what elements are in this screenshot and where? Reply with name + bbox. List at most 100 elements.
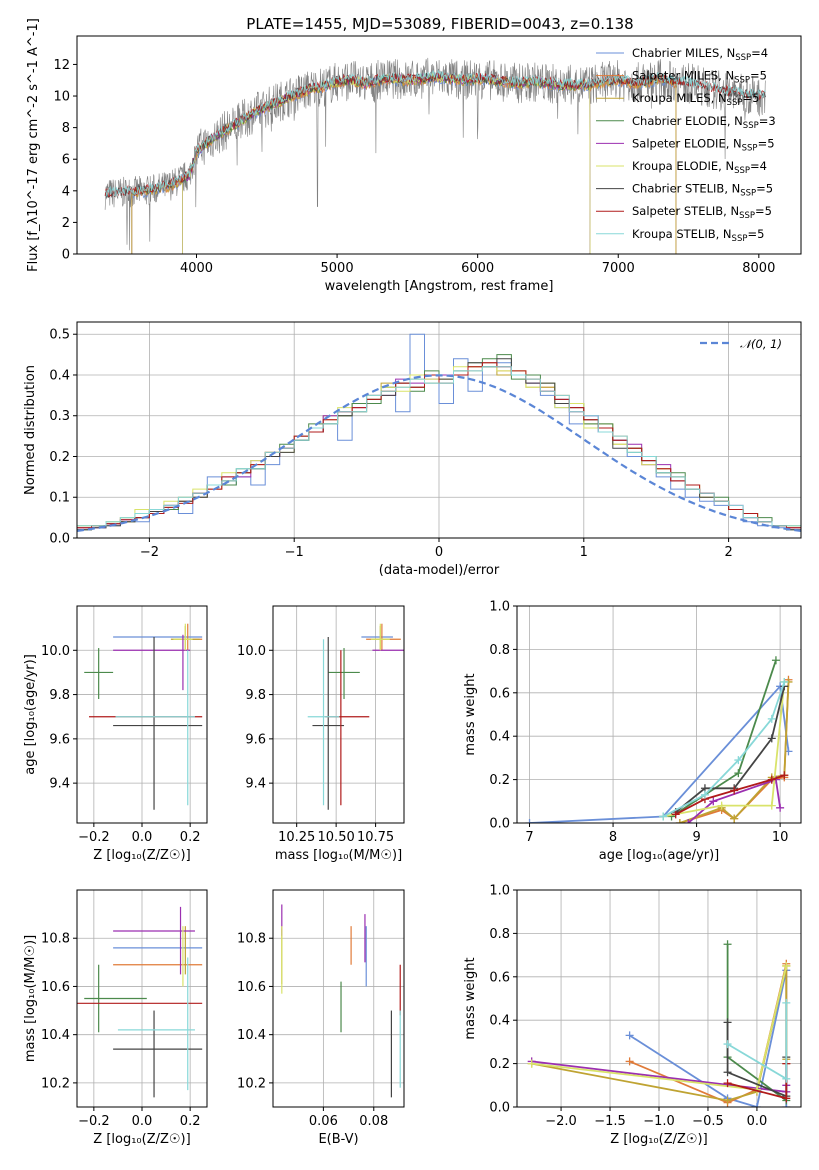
legend-entry: Chabrier MILES, NSSP=4 xyxy=(632,46,768,63)
histogram-kroupa_stelib xyxy=(77,366,801,538)
legend-entry: Kroupa MILES, NSSP=5 xyxy=(632,91,759,108)
x-tick-label: 8 xyxy=(609,830,617,845)
y-tick-label: 10.4 xyxy=(237,1028,266,1043)
y-tick-label: 0.0 xyxy=(489,817,510,832)
x-tick-label: 6000 xyxy=(461,261,494,276)
x-tick-label: 8000 xyxy=(742,261,775,276)
weight-marker xyxy=(782,1094,791,1103)
plot-area xyxy=(307,623,404,810)
x-axis-label: E(B-V) xyxy=(318,1132,358,1147)
weight-marker xyxy=(782,998,791,1007)
weight-marker xyxy=(723,1096,732,1105)
axes-frame xyxy=(272,605,405,824)
x-tick-label: 5000 xyxy=(321,261,354,276)
y-tick-label: 0.6 xyxy=(489,970,510,985)
x-axis-label: Z [log₁₀(Z/Z☉)] xyxy=(93,1132,190,1147)
y-tick-label: 0.8 xyxy=(489,643,510,658)
weight-marker xyxy=(780,677,789,686)
weight-marker xyxy=(771,656,780,665)
y-tick-label: 8 xyxy=(62,121,70,136)
y-tick-label: 1.0 xyxy=(489,600,510,615)
axes-frame xyxy=(516,889,802,1108)
age-weight-axes: 7 8 9 10 0.0 0.2 0.4 0.6 0.8 1.0 age [log₁₀(age/yr… xyxy=(463,600,802,863)
y-tick-label: 10.8 xyxy=(41,932,70,947)
y-axis-label: mass weight xyxy=(463,957,478,1039)
spectrum-title: PLATE=1455, MJD=53089, FIBERID=0043, z=0… xyxy=(246,15,633,33)
y-tick-label: 0.4 xyxy=(489,1014,510,1029)
spectrum-axes: 4000 5000 6000 7000 8000 0 2 4 6 8 10 12 wavelength … xyxy=(26,18,802,294)
weight-marker xyxy=(667,812,676,821)
model-spectrum-kroupa_stelib xyxy=(104,69,766,197)
x-tick-label: 10.75 xyxy=(357,830,394,845)
x-tick-label: 10.25 xyxy=(278,830,315,845)
legend-entry: Salpeter STELIB, NSSP=5 xyxy=(632,204,772,221)
x-tick-label: 10 xyxy=(772,830,789,845)
y-tick-label: 0.3 xyxy=(49,409,70,424)
x-axis-label: Z [log₁₀(Z/Z☉)] xyxy=(610,1132,707,1147)
y-tick-label: 10.2 xyxy=(237,1076,266,1091)
y-tick-label: 0.1 xyxy=(49,491,70,506)
y-tick-label: 0.4 xyxy=(49,368,70,383)
x-tick-label: 0.08 xyxy=(359,1114,388,1129)
x-tick-label: 0.06 xyxy=(309,1114,338,1129)
plot-area xyxy=(104,57,766,254)
weight-marker xyxy=(767,775,776,784)
weight-marker xyxy=(730,786,739,795)
weight-marker xyxy=(776,803,785,812)
weight-line-kroupa_miles xyxy=(679,681,790,823)
x-tick-label: 2 xyxy=(724,545,732,560)
y-axis-label: age [log₁₀(age/yr)] xyxy=(23,654,38,775)
weight-marker xyxy=(734,756,743,765)
plot-area xyxy=(77,333,801,538)
plot-area xyxy=(281,904,401,1098)
y-tick-label: 9.6 xyxy=(245,732,266,747)
weight-marker xyxy=(700,790,709,799)
x-tick-label: 10.50 xyxy=(318,830,355,845)
x-tick-label: −1.0 xyxy=(643,1114,675,1129)
plot-area xyxy=(77,906,203,1098)
y-tick-label: 9.6 xyxy=(49,732,70,747)
y-tick-label: 0.0 xyxy=(489,1101,510,1116)
x-tick-label: 0.2 xyxy=(180,1114,201,1129)
model-spectrum-kroupa_miles xyxy=(131,74,677,254)
x-tick-label: 0.0 xyxy=(747,1114,768,1129)
y-tick-label: 6 xyxy=(62,153,70,168)
x-tick-label: −0.5 xyxy=(692,1114,724,1129)
x-tick-label: −2 xyxy=(140,545,159,560)
y-tick-label: 10.0 xyxy=(237,644,266,659)
legend: 𝒩(0, 1) xyxy=(700,337,782,351)
x-axis-label: wavelength [Angstrom, rest frame] xyxy=(325,279,554,294)
z-age-axes: −0.2 0.0 0.2 9.4 9.6 9.8 10.0 Z [log₁₀(Z/Z☉)] ag… xyxy=(23,605,208,863)
weight-marker xyxy=(723,1068,732,1077)
weight-marker xyxy=(671,810,680,819)
y-tick-label: 0.8 xyxy=(489,927,510,942)
plot-area xyxy=(525,656,793,823)
model-spectrum-chabrier_miles xyxy=(131,74,677,254)
y-axis-label: mass weight xyxy=(463,673,478,755)
y-tick-label: 2 xyxy=(62,216,70,231)
x-tick-label: −2.0 xyxy=(545,1114,577,1129)
model-spectrum-salpeter_elodie xyxy=(182,72,591,254)
legend: Chabrier MILES, NSSP=4 Salpeter MILES, NS… xyxy=(596,46,776,244)
y-axis-label: Normed distribution xyxy=(23,365,38,495)
model-spectrum-salpeter_stelib xyxy=(104,71,766,198)
residuals-axes: −2 −1 0 1 2 0.0 0.1 0.2 0.3 0.4 0.5 (data-model)/er… xyxy=(23,321,802,578)
model-spectrum-kroupa_elodie xyxy=(182,72,591,254)
weight-marker xyxy=(723,940,732,949)
weight-line-kroupa_elodie xyxy=(663,681,786,818)
axes-frame xyxy=(272,889,405,1108)
plot-area xyxy=(527,940,791,1107)
y-tick-label: 0.6 xyxy=(489,686,510,701)
y-tick-label: 0 xyxy=(62,248,70,263)
x-tick-label: 9 xyxy=(692,830,700,845)
axes-frame xyxy=(516,605,802,824)
legend-entry: Salpeter ELODIE, NSSP=5 xyxy=(632,136,775,153)
weight-marker xyxy=(675,819,684,823)
x-tick-label: −0.2 xyxy=(78,830,110,845)
y-tick-label: 0.5 xyxy=(49,328,70,343)
weight-marker xyxy=(625,1057,634,1066)
x-axis-label: age [log₁₀(age/yr)] xyxy=(599,848,720,863)
x-axis-label: Z [log₁₀(Z/Z☉)] xyxy=(93,848,190,863)
x-tick-label: −1.5 xyxy=(594,1114,626,1129)
